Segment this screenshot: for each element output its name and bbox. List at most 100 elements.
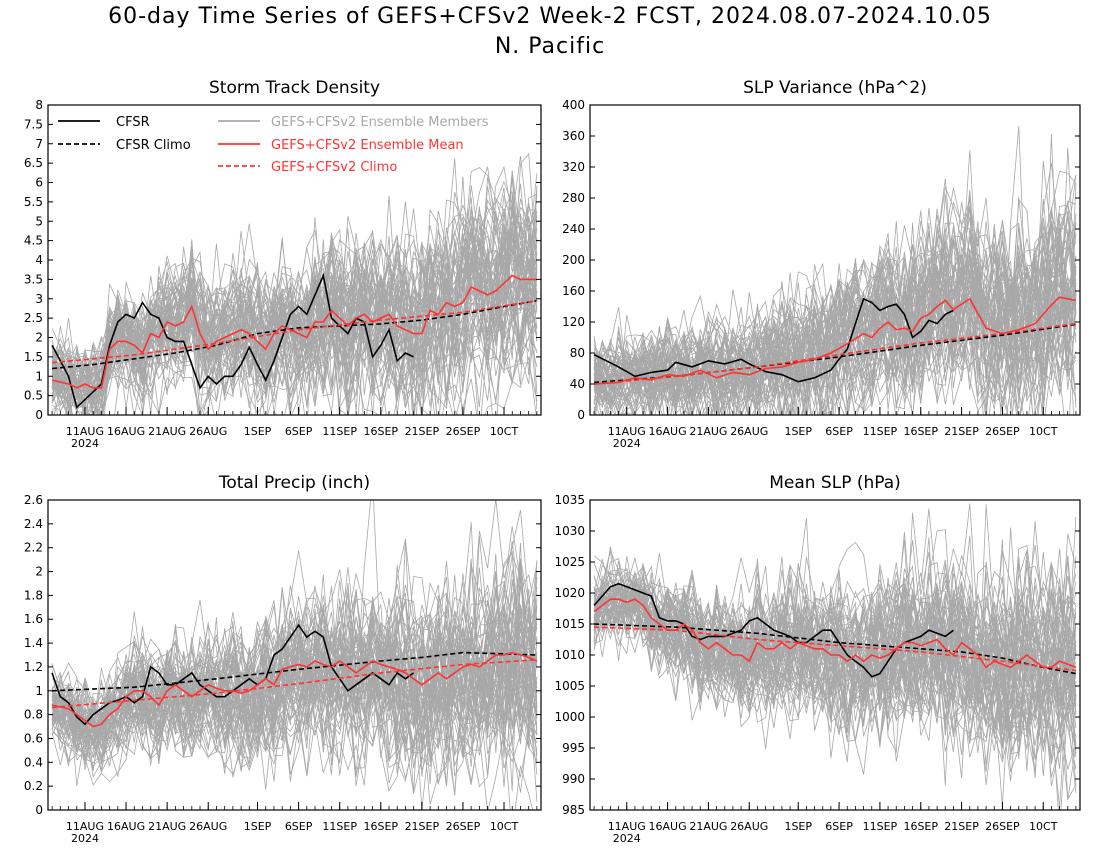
y-tick-label: 1.2 bbox=[24, 660, 43, 674]
x-tick-label: 6SEP bbox=[285, 820, 313, 833]
y-tick-label: 1.5 bbox=[24, 350, 43, 364]
x-tick-label: 26SEP bbox=[446, 425, 481, 438]
x-tick-label: 6SEP bbox=[285, 425, 313, 438]
y-tick-label: 1005 bbox=[554, 679, 585, 693]
ensemble-member-line bbox=[51, 239, 538, 401]
gefs-cfsv2-climo-line bbox=[52, 659, 537, 709]
ensemble-member-line bbox=[593, 601, 1077, 770]
y-tick-label: 3.5 bbox=[24, 272, 43, 286]
y-tick-label: 4 bbox=[35, 253, 43, 267]
y-tick-label: 1 bbox=[35, 684, 43, 698]
gefs-cfsv2-ensemble-mean-line bbox=[51, 651, 538, 728]
y-tick-label: 80 bbox=[570, 346, 585, 360]
y-tick-label: 1.8 bbox=[24, 588, 43, 602]
y-tick-label: 1035 bbox=[554, 493, 585, 507]
ensemble-member-line bbox=[51, 623, 538, 785]
y-tick-label: 995 bbox=[562, 741, 585, 755]
plot-area bbox=[51, 152, 538, 415]
ensemble-member-line bbox=[51, 653, 538, 784]
y-tick-label: 0.5 bbox=[24, 389, 43, 403]
ensemble-member-line bbox=[594, 517, 1077, 697]
gefs-cfsv2-climo-line bbox=[594, 626, 1077, 672]
gefs-cfsv2-climo-line bbox=[594, 322, 1077, 385]
figure-region: N. Pacific bbox=[494, 34, 606, 59]
y-tick-label: 280 bbox=[562, 191, 585, 205]
ensemble-member-line bbox=[593, 592, 1077, 759]
y-tick-label: 985 bbox=[562, 803, 585, 817]
ensemble-member-line bbox=[51, 559, 538, 730]
x-year-label: 2024 bbox=[613, 832, 641, 845]
y-tick-label: 6 bbox=[35, 176, 43, 190]
x-tick-label: 1SEP bbox=[784, 820, 812, 833]
y-tick-label: 8 bbox=[35, 98, 43, 112]
ensemble-member-line bbox=[593, 200, 1077, 407]
x-tick-label: 11AUG bbox=[66, 820, 104, 833]
x-tick-label: 11SEP bbox=[863, 425, 898, 438]
legend-gefs-climo-label: GEFS+CFSv2 Climo bbox=[271, 160, 397, 175]
y-tick-label: 320 bbox=[562, 160, 585, 174]
gefs-cfsv2-ensemble-mean-line bbox=[593, 598, 1077, 669]
y-tick-label: 1015 bbox=[554, 617, 585, 631]
ensemble-member-line bbox=[51, 241, 538, 407]
ensemble-member-line bbox=[51, 297, 538, 415]
x-tick-label: 10CT bbox=[490, 820, 519, 833]
x-tick-label: 10CT bbox=[1029, 820, 1058, 833]
ensemble-member-line bbox=[593, 222, 1077, 415]
ensemble-member-line bbox=[593, 230, 1077, 415]
legend-ens-mean-label: GEFS+CFSv2 Ensemble Mean bbox=[271, 138, 464, 153]
y-tick-label: 7.5 bbox=[24, 117, 43, 131]
ensemble-member-line bbox=[51, 647, 538, 809]
cfsr-line bbox=[593, 582, 954, 678]
x-tick-label: 10CT bbox=[1029, 425, 1058, 438]
x-tick-label: 26SEP bbox=[985, 425, 1020, 438]
x-tick-label: 21AUG bbox=[148, 425, 186, 438]
legend-cfsr-label: CFSR bbox=[116, 115, 150, 130]
ensemble-member-line bbox=[51, 565, 538, 750]
y-tick-label: 0 bbox=[577, 408, 585, 422]
y-tick-label: 0 bbox=[35, 408, 43, 422]
ensemble-member-line bbox=[593, 577, 1077, 779]
y-tick-label: 0.6 bbox=[24, 731, 43, 745]
x-tick-label: 21AUG bbox=[689, 820, 727, 833]
y-tick-label: 5 bbox=[35, 214, 43, 228]
y-tick-label: 2.5 bbox=[24, 311, 43, 325]
y-tick-label: 6.5 bbox=[24, 156, 43, 170]
x-tick-label: 1SEP bbox=[244, 425, 272, 438]
ensemble-member-line bbox=[51, 617, 538, 777]
y-tick-label: 2 bbox=[35, 331, 43, 345]
x-tick-label: 11SEP bbox=[322, 820, 357, 833]
x-tick-label: 11AUG bbox=[608, 425, 646, 438]
y-tick-label: 2.6 bbox=[24, 493, 43, 507]
y-tick-label: 0.8 bbox=[24, 708, 43, 722]
chart-panel-1: Storm Track Density 0 0.5 1 1.5 2 2.5 3 3.5 4 4.5 5… bbox=[24, 78, 542, 450]
y-tick-label: 400 bbox=[562, 98, 585, 112]
ensemble-member-line bbox=[51, 244, 538, 415]
y-tick-label: 990 bbox=[562, 772, 585, 786]
y-tick-label: 1 bbox=[35, 369, 43, 383]
x-tick-label: 16SEP bbox=[903, 425, 938, 438]
x-tick-label: 16AUG bbox=[107, 820, 145, 833]
ensemble-member-line bbox=[593, 234, 1077, 415]
y-tick-label: 1010 bbox=[554, 648, 585, 662]
chart-panel-4: Mean SLP (hPa) 985 990 995 1000 1005 1010 1015 1… bbox=[554, 473, 1081, 845]
x-tick-label: 16SEP bbox=[363, 820, 398, 833]
chart-title: Storm Track Density bbox=[209, 78, 380, 98]
x-tick-label: 21SEP bbox=[944, 425, 979, 438]
y-tick-label: 3 bbox=[35, 292, 43, 306]
ensemble-member-line bbox=[51, 259, 538, 415]
y-tick-label: 160 bbox=[562, 284, 585, 298]
cfsr-climo-line bbox=[52, 299, 538, 370]
x-tick-label: 26SEP bbox=[446, 820, 481, 833]
y-tick-label: 0.2 bbox=[24, 779, 43, 793]
ensemble-member-line bbox=[593, 503, 1077, 676]
x-tick-label: 6SEP bbox=[825, 820, 853, 833]
chart-panel-2: SLP Variance (hPa^2) 0 40 80 120 160 200 240 280… bbox=[562, 78, 1081, 450]
chart-title: Mean SLP (hPa) bbox=[769, 473, 901, 493]
y-tick-label: 1030 bbox=[554, 524, 585, 538]
chart-title: SLP Variance (hPa^2) bbox=[743, 78, 927, 98]
x-tick-label: 21SEP bbox=[944, 820, 979, 833]
x-tick-label: 21SEP bbox=[405, 820, 440, 833]
y-tick-label: 120 bbox=[562, 315, 585, 329]
x-tick-label: 21AUG bbox=[689, 425, 727, 438]
